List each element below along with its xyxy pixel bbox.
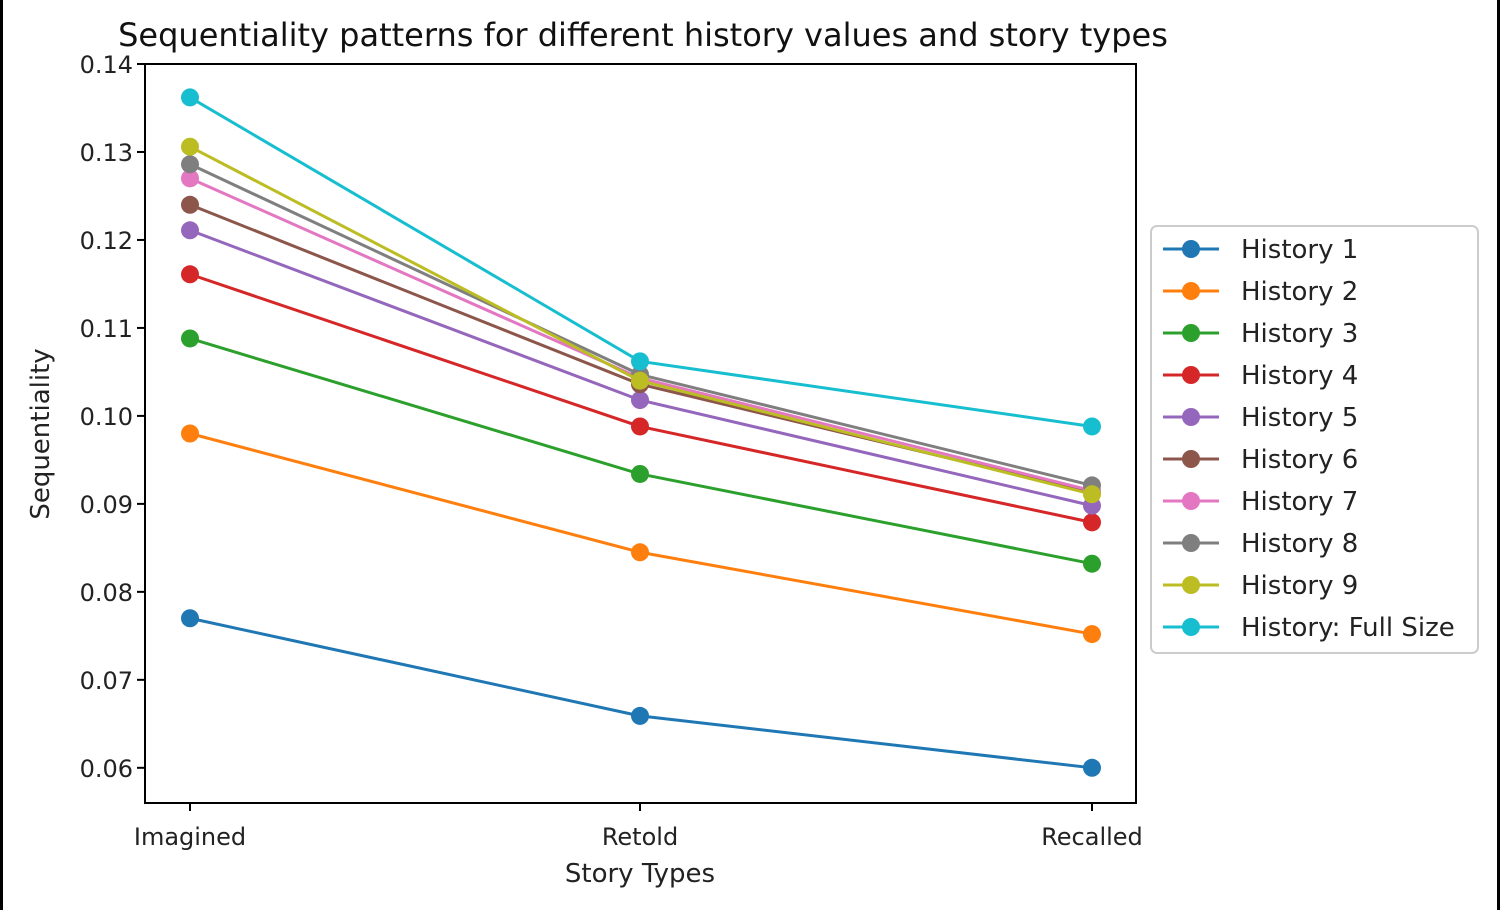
series-line [189,176,1093,493]
y-tick-label: 0.07 [80,667,133,695]
y-axis-label: Sequentiality [26,348,56,519]
series-10 [181,88,1101,436]
legend: History 1 History 2 History 3 History 4 Hist… [1150,225,1479,654]
legend-item: History 3 [1163,319,1358,349]
legend-swatch-marker [1182,492,1200,510]
series-line [189,616,1093,770]
legend-label: History 5 [1241,403,1358,433]
data-point [181,221,199,240]
legend-label: History 8 [1241,529,1358,559]
y-tick-label: 0.06 [80,755,133,783]
data-point [631,371,649,390]
data-point [181,169,199,188]
data-point [181,137,199,156]
data-point [1083,758,1101,777]
data-point [181,329,199,348]
legend-item: History 4 [1163,361,1358,391]
series-1 [181,609,1101,777]
legend-item: History 1 [1163,235,1358,265]
data-point [181,265,199,284]
data-point [631,464,649,483]
x-axis: Imagined Retold Recalled [134,803,1143,851]
series-7 [181,169,1101,500]
series-line [189,432,1093,636]
chart-title: Sequentiality patterns for different his… [118,16,1168,54]
x-tick-label: Retold [602,823,678,851]
data-point [631,417,649,436]
series-8 [181,155,1101,495]
data-point [181,609,199,628]
series-9 [181,137,1101,504]
legend-label: History 2 [1241,277,1358,307]
data-point [1083,625,1101,644]
legend-item: History: Full Size [1163,613,1455,643]
legend-swatch-marker [1182,576,1200,594]
legend-swatch-marker [1182,240,1200,258]
legend-frame [1150,225,1479,654]
series-line [189,162,1093,487]
data-point [181,88,199,107]
x-axis-label: Story Types [565,859,715,889]
legend-item: History 7 [1163,487,1358,517]
data-point [181,424,199,443]
legend-swatch-marker [1182,408,1200,426]
y-tick-label: 0.12 [80,227,133,255]
data-point [1083,417,1101,436]
legend-label: History 9 [1241,571,1358,601]
data-point [631,352,649,371]
chart-canvas: Sequentiality patterns for different his… [3,0,1497,910]
legend-item: History 8 [1163,529,1358,559]
legend-label: History 6 [1241,445,1358,475]
y-tick-label: 0.08 [80,579,133,607]
data-point [631,706,649,725]
y-tick-label: 0.11 [80,315,133,343]
legend-swatch-marker [1182,618,1200,636]
legend-label: History 7 [1241,487,1358,517]
legend-item: History 6 [1163,445,1358,475]
legend-swatch-marker [1182,450,1200,468]
y-axis: 0.06 0.07 0.08 0.09 0.10 0.11 0.12 0.13 0.14 [80,51,145,783]
series-line [189,203,1093,494]
data-point [181,195,199,214]
data-point [1083,513,1101,532]
data-point [631,391,649,410]
legend-item: History 5 [1163,403,1358,433]
data-point [1083,554,1101,573]
legend-item: History 2 [1163,277,1358,307]
legend-swatch-marker [1182,282,1200,300]
series-group [181,88,1101,777]
legend-swatch-marker [1182,324,1200,342]
x-tick-label: Recalled [1041,823,1143,851]
chart-svg: Sequentiality patterns for different his… [26,16,1479,889]
legend-label: History 4 [1241,361,1358,391]
x-tick-label: Imagined [134,823,246,851]
series-3 [181,329,1101,573]
series-6 [181,195,1101,502]
data-point [631,543,649,562]
y-tick-label: 0.10 [80,403,133,431]
data-point [181,155,199,174]
series-4 [181,265,1101,532]
y-tick-label: 0.09 [80,491,133,519]
legend-label: History 3 [1241,319,1358,349]
legend-label: History: Full Size [1241,613,1455,643]
data-point [1083,485,1101,504]
legend-swatch-marker [1182,534,1200,552]
legend-item: History 9 [1163,571,1358,601]
legend-swatch-marker [1182,366,1200,384]
legend-label: History 1 [1241,235,1358,265]
y-tick-label: 0.14 [80,51,133,79]
series-2 [181,424,1101,644]
y-tick-label: 0.13 [80,139,133,167]
